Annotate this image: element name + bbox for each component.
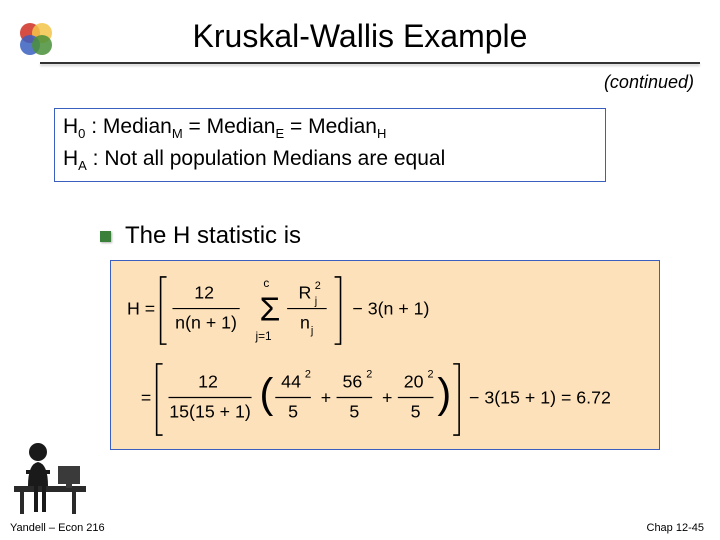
median-h-sub: H xyxy=(377,126,386,141)
bullet-row: The H statistic is xyxy=(100,222,301,250)
f-rj2-sup: 2 xyxy=(315,280,321,292)
footer-right: Chap 12-45 xyxy=(647,522,705,534)
lparen: ( xyxy=(259,369,273,416)
t3-sup: 2 xyxy=(428,369,434,381)
formula-svg: H = 12 n(n + 1) Σ c j=1 R 2 j n j xyxy=(121,269,649,441)
t2-bot: 5 xyxy=(349,401,359,421)
f-rj2: R xyxy=(299,283,312,303)
rparen: ) xyxy=(437,369,451,416)
f2-denom: 15(15 + 1) xyxy=(169,401,251,421)
f-rj2-sub: j xyxy=(314,296,317,308)
h0-colon: : xyxy=(85,115,103,138)
t3-top: 20 xyxy=(404,372,424,392)
bullet-icon xyxy=(100,231,111,242)
ha-sub: A xyxy=(78,158,87,173)
t3-bot: 5 xyxy=(411,401,421,421)
f-nj: n xyxy=(300,312,310,332)
f2-tail: − 3(15 + 1) = 6.72 xyxy=(469,387,611,407)
f-nj-sub: j xyxy=(310,325,313,337)
ha-prefix: H xyxy=(63,147,78,170)
f2-12: 12 xyxy=(198,372,218,392)
ha-colon: : xyxy=(87,147,105,170)
sigma-icon: Σ xyxy=(259,291,280,328)
f-minus3: − 3(n + 1) xyxy=(352,298,429,318)
slide-title: Kruskal-Wallis Example xyxy=(0,18,720,55)
ha-text: Not all population Medians are equal xyxy=(104,147,445,170)
footer-left: Yandell – Econ 216 xyxy=(10,522,105,534)
f-12: 12 xyxy=(194,283,214,303)
rbracket2 xyxy=(453,364,459,435)
f-lhs: H = xyxy=(127,298,155,318)
sigma-lower: j=1 xyxy=(255,329,273,343)
lbracket1 xyxy=(161,277,167,344)
formula-box: H = 12 n(n + 1) Σ c j=1 R 2 j n j xyxy=(110,260,660,450)
median-e-sub: E xyxy=(275,126,284,141)
slide: Kruskal-Wallis Example (continued) H0 : … xyxy=(0,0,720,540)
median-m: Median xyxy=(103,115,172,138)
eq2: = xyxy=(284,115,308,138)
rbracket1 xyxy=(335,277,341,344)
median-h: Median xyxy=(308,115,377,138)
h0-prefix: H xyxy=(63,115,78,138)
person-at-desk-icon xyxy=(10,426,94,522)
f-denom1: n(n + 1) xyxy=(175,312,237,332)
t2-top: 56 xyxy=(342,372,362,392)
plus2: + xyxy=(382,387,392,407)
plus1: + xyxy=(321,387,331,407)
f-eq2: = xyxy=(141,387,151,407)
t1-sup: 2 xyxy=(305,369,311,381)
hypothesis-alt: HA : Not all population Medians are equa… xyxy=(63,147,597,173)
eq1: = xyxy=(183,115,207,138)
bullet-text: The H statistic is xyxy=(125,222,301,250)
sigma-upper: c xyxy=(263,276,269,290)
hypotheses-box: H0 : MedianM = MedianE = MedianH HA : No… xyxy=(54,108,606,182)
hypothesis-null: H0 : MedianM = MedianE = MedianH xyxy=(63,115,597,141)
t1-bot: 5 xyxy=(288,401,298,421)
median-m-sub: M xyxy=(172,126,183,141)
t1-top: 44 xyxy=(281,372,301,392)
continued-label: (continued) xyxy=(604,72,694,93)
t2-sup: 2 xyxy=(366,369,372,381)
title-rule xyxy=(40,62,700,64)
lbracket2 xyxy=(157,364,163,435)
median-e: Median xyxy=(207,115,276,138)
